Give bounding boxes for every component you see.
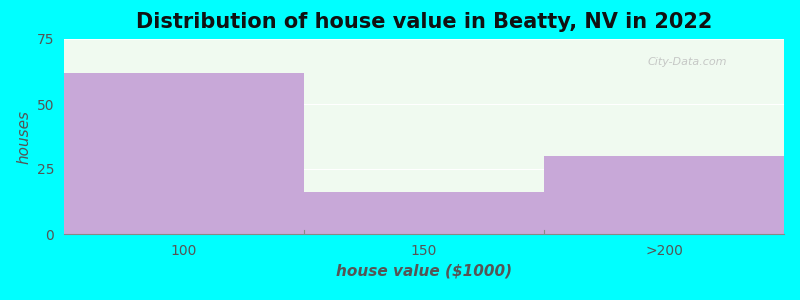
- Title: Distribution of house value in Beatty, NV in 2022: Distribution of house value in Beatty, N…: [136, 12, 712, 32]
- Bar: [304, 192, 544, 234]
- X-axis label: house value ($1000): house value ($1000): [336, 263, 512, 278]
- Y-axis label: houses: houses: [16, 110, 31, 164]
- Bar: [544, 156, 784, 234]
- Text: City-Data.com: City-Data.com: [647, 57, 726, 68]
- Bar: [64, 73, 304, 234]
